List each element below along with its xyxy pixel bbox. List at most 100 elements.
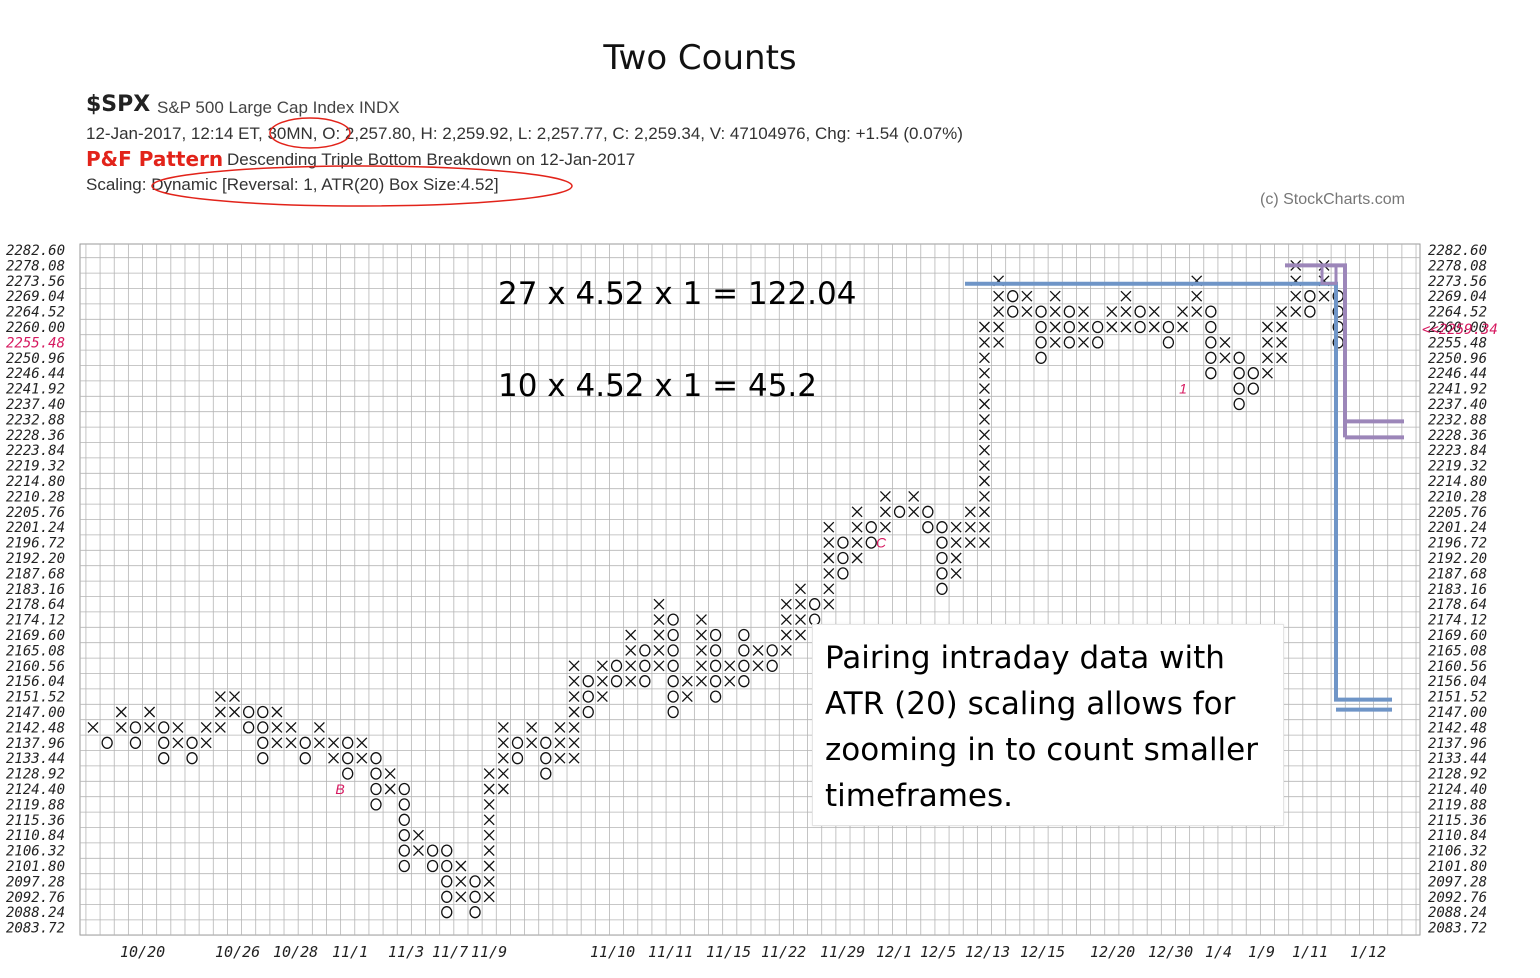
x-box <box>1021 306 1033 318</box>
x-box <box>695 614 707 626</box>
x-box <box>993 336 1005 348</box>
x-box <box>1148 306 1160 318</box>
o-box <box>1247 382 1259 395</box>
y-tick-label-right: 2250.96 <box>1428 351 1487 367</box>
x-box <box>978 537 990 549</box>
x-box <box>653 660 665 672</box>
o-box <box>1233 367 1245 380</box>
x-box <box>653 614 665 626</box>
ohlc-line: 12-Jan-2017, 12:14 ET, 30MN, O: 2,257.80… <box>86 124 963 143</box>
y-tick-label-right: 2219.32 <box>1428 459 1487 475</box>
o-box <box>1092 320 1104 334</box>
y-tick-label-left: 2187.68 <box>6 566 65 582</box>
y-tick-label-right: 2178.64 <box>1428 597 1487 613</box>
y-tick-label-left: 2183.16 <box>6 582 65 598</box>
y-tick-label-right: 2160.56 <box>1428 659 1487 675</box>
x-box <box>596 675 608 687</box>
x-box <box>950 537 962 549</box>
x-box <box>1261 352 1273 364</box>
y-tick-label-right: 2278.08 <box>1428 258 1487 274</box>
o-box <box>936 536 948 549</box>
y-tick-label-left: 2119.88 <box>6 797 65 813</box>
x-box <box>823 537 835 549</box>
y-tick-label-left: 2160.56 <box>6 659 65 675</box>
y-tick-label-right: 2214.80 <box>1428 474 1487 490</box>
x-box <box>695 675 707 687</box>
o-box <box>370 767 382 780</box>
x-box <box>115 721 127 733</box>
x-box <box>978 429 990 441</box>
x-box <box>568 721 580 733</box>
x-box <box>356 752 368 764</box>
x-box <box>313 737 325 749</box>
o-box <box>158 752 170 765</box>
o-box <box>1063 305 1075 318</box>
y-tick-label-left: 2115.36 <box>6 813 65 829</box>
o-box <box>667 690 679 703</box>
o-box <box>101 736 113 749</box>
x-box <box>1106 321 1118 333</box>
x-box <box>695 629 707 641</box>
x-box <box>823 567 835 579</box>
count-line-purple-cap <box>1320 263 1338 285</box>
o-box <box>936 551 948 565</box>
x-box <box>455 875 467 887</box>
o-box <box>1233 351 1245 364</box>
x-box <box>1276 336 1288 348</box>
o-box <box>257 705 269 719</box>
x-box <box>483 845 495 857</box>
x-box <box>1078 306 1089 318</box>
x-box <box>285 737 297 749</box>
o-box <box>441 890 453 903</box>
y-tick-label-left: 2092.76 <box>6 890 65 906</box>
y-tick-label-left: 2169.60 <box>6 628 65 644</box>
x-tick-label: 12/5 <box>920 943 956 961</box>
o-box <box>936 567 948 580</box>
y-tick-label-left: 2214.80 <box>6 474 65 490</box>
y-tick-label-right: 2282.60 <box>1428 243 1487 259</box>
o-box <box>1205 351 1217 364</box>
x-box <box>780 644 792 656</box>
y-tick-label-left: 2088.24 <box>6 905 65 921</box>
x-box <box>526 721 538 733</box>
o-box <box>511 752 524 765</box>
o-box <box>1134 320 1146 334</box>
o-box <box>738 644 750 657</box>
o-box <box>738 628 750 642</box>
o-box <box>709 628 722 642</box>
y-tick-label-left: 2255.48 <box>6 335 65 351</box>
o-box <box>1233 382 1245 395</box>
x-box <box>1177 321 1189 333</box>
y-tick-label-left: 2278.08 <box>6 258 65 274</box>
y-tick-label-left: 2106.32 <box>6 844 65 860</box>
x-box <box>1078 336 1089 348</box>
x-box <box>497 721 509 733</box>
o-box <box>186 752 198 765</box>
x-box <box>978 413 990 425</box>
y-tick-label-left: 2210.28 <box>6 489 65 505</box>
x-box <box>978 475 990 487</box>
o-box <box>610 675 623 688</box>
o-box <box>342 736 354 749</box>
o-box <box>299 752 311 765</box>
o-box <box>540 736 552 749</box>
x-box <box>851 521 863 533</box>
x-box <box>681 675 693 687</box>
x-box <box>1049 336 1061 348</box>
x-box <box>313 721 325 733</box>
o-box <box>667 644 679 657</box>
month-marker: C <box>876 535 887 551</box>
x-box <box>596 691 608 703</box>
y-tick-label-right: 2088.24 <box>1428 905 1487 921</box>
y-tick-label-left: 2110.84 <box>6 828 65 844</box>
o-box <box>1205 367 1217 380</box>
x-tick-label: 10/28 <box>273 943 318 961</box>
o-box <box>1247 367 1259 380</box>
x-box <box>1106 306 1118 318</box>
o-box <box>370 798 382 811</box>
x-box <box>596 660 608 672</box>
y-tick-label-right: 2255.48 <box>1428 335 1487 351</box>
y-tick-label-right: 2169.60 <box>1428 628 1487 644</box>
o-box <box>242 705 255 719</box>
o-box <box>129 736 142 749</box>
